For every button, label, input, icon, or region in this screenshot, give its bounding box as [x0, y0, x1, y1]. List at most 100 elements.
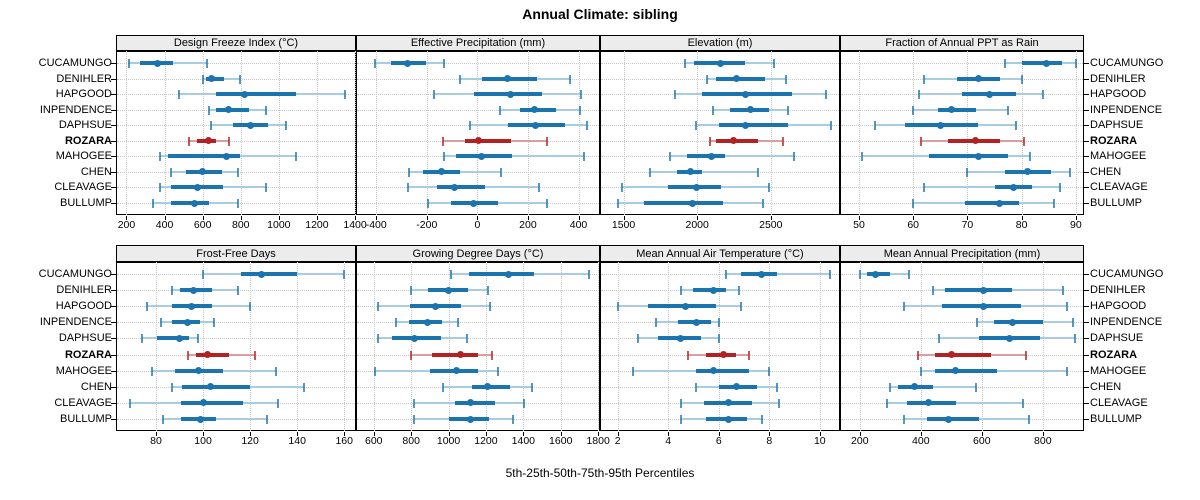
gridline-vertical — [920, 262, 922, 431]
x-tick-label: 800 — [231, 219, 250, 231]
whisker-cap-p5 — [621, 183, 624, 193]
x-tick-label: 60 — [907, 219, 920, 231]
gridline-vertical — [770, 51, 772, 215]
site-label-right-mahogee: MAHOGEE — [1090, 150, 1147, 163]
whisker-cap-p95 — [538, 183, 541, 193]
x-tick — [203, 432, 205, 436]
whisker-cap-p95 — [197, 334, 200, 344]
median-dot-rozara — [720, 351, 728, 359]
median-dot-hapgood — [741, 90, 749, 98]
median-dot-inpendence — [1008, 318, 1016, 326]
x-tick-label: 600 — [364, 435, 383, 447]
median-dot-denihler — [974, 75, 982, 83]
iqr-bar-rozara — [934, 352, 991, 357]
gridline-vertical — [858, 51, 860, 215]
x-tick-label: 600 — [973, 435, 991, 447]
site-label-right-inpendence: INPENDENCE — [1090, 103, 1163, 116]
x-tick-label: 6 — [715, 435, 722, 447]
gridline-vertical — [297, 262, 299, 431]
x-tick-label: 1400 — [343, 219, 367, 231]
whisker-cap-p95 — [580, 90, 583, 100]
x-tick — [156, 432, 157, 436]
gridline-horizontal — [841, 322, 1083, 324]
x-tick — [859, 432, 861, 436]
x-tick — [297, 432, 299, 436]
whisker-cap-p95 — [1073, 334, 1076, 344]
y-tick-left — [111, 402, 116, 404]
x-tick-label: 800 — [402, 435, 420, 447]
y-tick-right — [1084, 171, 1089, 173]
site-label-left-cucamungo: CUCAMUNGO — [38, 57, 112, 69]
site-label-right-rozara: ROZARA — [1090, 348, 1138, 361]
whisker-cap-p5 — [923, 183, 926, 193]
whisker-cap-p5 — [208, 105, 211, 115]
whisker-cap-p95 — [782, 136, 785, 146]
gridline-vertical — [598, 262, 600, 431]
site-label-right-denihler: DENIHLER — [1090, 72, 1146, 85]
iqr-bar-rozara — [196, 352, 229, 357]
whisker-cap-p95 — [828, 270, 831, 279]
site-label-left-mahogee: MAHOGEE — [55, 150, 112, 163]
median-dot-daphsue — [1005, 334, 1013, 342]
whisker-cap-p5 — [158, 152, 161, 162]
y-tick-right — [1084, 306, 1089, 308]
median-dot-chen — [687, 168, 695, 176]
y-tick-right — [1084, 419, 1089, 420]
whisker-cap-p5 — [408, 167, 411, 177]
x-tick — [1075, 216, 1077, 220]
median-dot-mahogee — [708, 152, 716, 160]
gridline-vertical — [769, 262, 771, 431]
iqr-bar-inpendence — [937, 107, 976, 112]
site-label-left-rozara: ROZARA — [64, 348, 112, 361]
x-tick — [373, 432, 375, 436]
x-tick — [164, 216, 166, 220]
x-tick-label: 160 — [335, 435, 353, 447]
iqr-bar-chen — [181, 384, 251, 389]
site-label-left-daphsue: DAPHSUE — [58, 119, 112, 132]
gridline-vertical — [668, 262, 670, 431]
whisker-cap-p5 — [442, 136, 445, 146]
median-dot-cleavage — [692, 183, 700, 191]
whisker-cap-p95 — [1023, 136, 1026, 146]
median-dot-hapgood — [682, 302, 690, 310]
gridline-vertical — [718, 262, 720, 431]
gridline-vertical — [250, 262, 252, 431]
whisker-cap-p95 — [748, 350, 751, 360]
x-tick-label: 120 — [241, 435, 259, 447]
y-tick-right — [1084, 338, 1089, 340]
median-dot-cleavage — [199, 399, 207, 407]
iqr-bar-bullump — [171, 201, 210, 205]
panel-design-freeze-index-c- — [116, 51, 356, 215]
whisker-cap-p5 — [1004, 59, 1007, 68]
whisker-cap-p95 — [236, 167, 239, 177]
x-tick — [477, 216, 479, 220]
x-tick — [1021, 216, 1023, 220]
whisker-cap-p95 — [456, 318, 459, 328]
iqr-bar-denihler — [716, 76, 765, 81]
whisker-cap-p95 — [587, 270, 590, 279]
whisker-cap-p5 — [188, 136, 191, 146]
whisker-cap-p5 — [458, 74, 461, 84]
iqr-bar-cleavage — [180, 400, 244, 405]
whisker-cap-p95 — [1061, 286, 1064, 296]
whisker-cap-p5 — [410, 350, 413, 360]
whisker-cap-p95 — [775, 382, 778, 392]
gridline-vertical — [1075, 51, 1077, 215]
whisker-cap-p95 — [486, 286, 489, 296]
whisker-cap-p5 — [140, 334, 143, 344]
whisker-cap-p5 — [674, 90, 677, 100]
whisker-cap-p5 — [668, 152, 671, 162]
median-dot-hapgood — [985, 90, 993, 98]
x-tick — [411, 432, 413, 436]
x-tick — [527, 216, 529, 220]
site-label-right-bullump: BULLUMP — [1090, 413, 1142, 425]
median-dot-daphsue — [677, 334, 685, 342]
whisker-cap-p5 — [171, 382, 174, 392]
gridline-vertical — [411, 262, 413, 431]
whisker-cap-p5 — [373, 366, 376, 376]
x-tick-label: 140 — [288, 435, 306, 447]
site-label-right-daphsue: DAPHSUE — [1090, 119, 1144, 132]
whisker-cap-p5 — [976, 318, 979, 328]
x-tick — [623, 216, 625, 220]
y-tick-left — [111, 171, 116, 173]
